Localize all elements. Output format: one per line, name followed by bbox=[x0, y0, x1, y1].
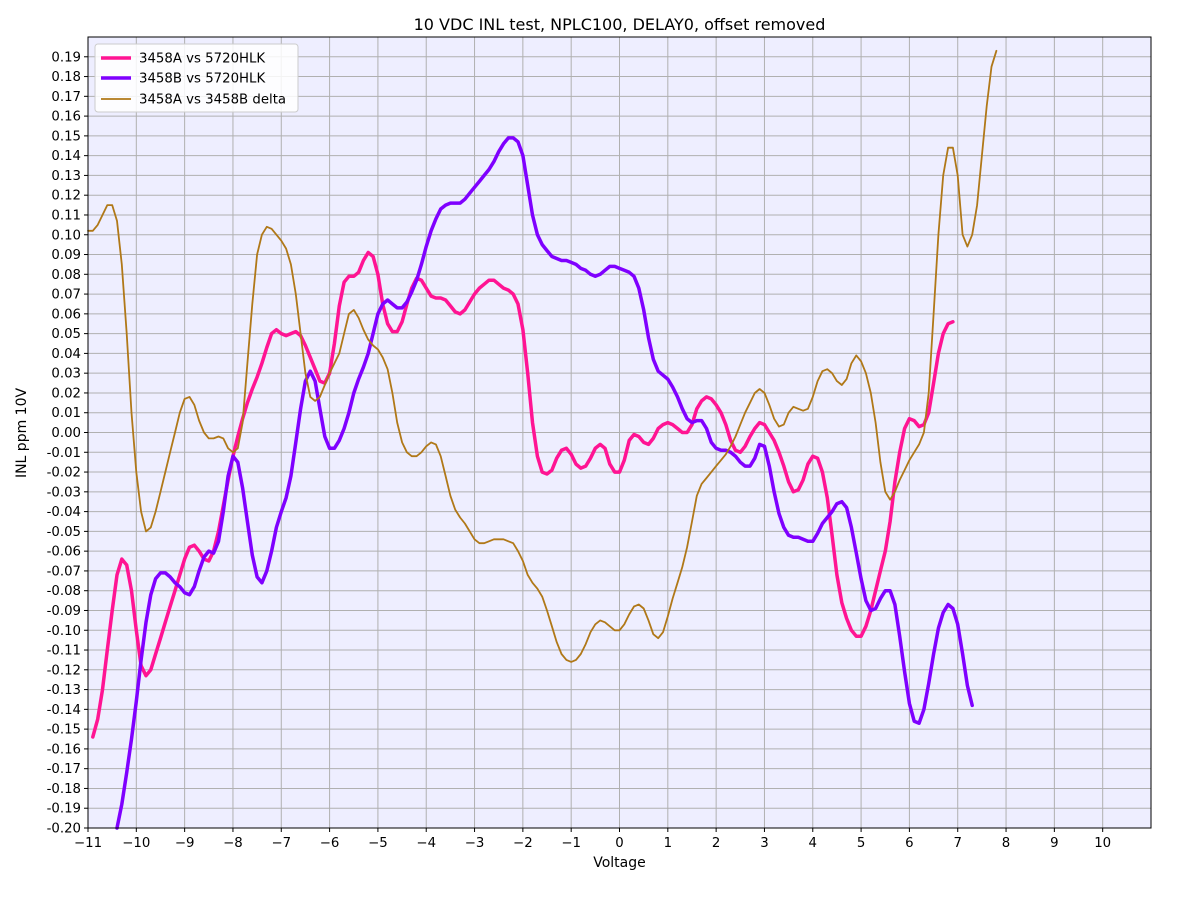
series-line-3458b-vs-5720hlk bbox=[115, 136, 974, 830]
x-tick-label: −3 bbox=[465, 836, 485, 851]
y-tick-label: 0.14 bbox=[51, 149, 81, 164]
y-tick-label: -0.16 bbox=[47, 742, 81, 757]
y-tick-label: 0.05 bbox=[51, 327, 81, 342]
x-tick-label: −9 bbox=[175, 836, 195, 851]
x-tick-label: 1 bbox=[664, 836, 672, 851]
y-tick-label: 0.10 bbox=[51, 228, 81, 243]
y-tick-label: 0.17 bbox=[51, 90, 81, 105]
y-tick-label: -0.06 bbox=[47, 545, 81, 560]
x-tick-label: −4 bbox=[416, 836, 436, 851]
x-axis-ticks: −11 −10 −9 −8 −7 −6 −5 −4 −3 −2 −1 0 1 2 3 4 5 6 7 8 9 10 bbox=[74, 828, 1111, 851]
y-tick-label: -0.03 bbox=[47, 485, 81, 500]
legend-box bbox=[94, 43, 299, 113]
y-axis-label: INL ppm 10V bbox=[14, 388, 30, 479]
y-tick-label: -0.08 bbox=[47, 584, 81, 599]
x-tick-label: 2 bbox=[712, 836, 720, 851]
legend: 3458A vs 5720HLK 3458B vs 5720HLK 3458A … bbox=[94, 43, 299, 113]
y-tick-label: 0.03 bbox=[51, 367, 81, 382]
x-tick-label: 0 bbox=[615, 836, 623, 851]
x-tick-label: 6 bbox=[905, 836, 913, 851]
y-tick-label: 0.12 bbox=[51, 189, 81, 204]
x-tick-label: 8 bbox=[1002, 836, 1010, 851]
y-tick-label: -0.18 bbox=[47, 782, 81, 797]
y-tick-label: -0.11 bbox=[47, 644, 81, 659]
y-tick-label: 0.13 bbox=[51, 169, 81, 184]
y-tick-label: -0.07 bbox=[47, 564, 81, 579]
y-tick-label: 0.07 bbox=[51, 288, 81, 303]
x-tick-label: 5 bbox=[857, 836, 865, 851]
y-tick-label: -0.12 bbox=[47, 663, 81, 678]
y-tick-label: -0.01 bbox=[47, 446, 81, 461]
y-tick-label: -0.02 bbox=[47, 466, 81, 481]
y-tick-label: -0.14 bbox=[47, 703, 81, 718]
legend-label-3458b: 3458B vs 5720HLK bbox=[139, 72, 265, 87]
y-tick-label: 0.16 bbox=[51, 110, 81, 125]
x-tick-label: −6 bbox=[320, 836, 340, 851]
x-tick-label: 4 bbox=[809, 836, 817, 851]
x-tick-label: −7 bbox=[271, 836, 291, 851]
x-tick-label: 10 bbox=[1094, 836, 1111, 851]
y-tick-label: 0.15 bbox=[51, 129, 81, 144]
x-tick-label: −1 bbox=[561, 836, 581, 851]
legend-label-3458a: 3458A vs 5720HLK bbox=[139, 52, 265, 67]
x-axis-label: Voltage bbox=[593, 855, 646, 871]
y-tick-label: 0.00 bbox=[51, 426, 81, 441]
y-tick-label: -0.17 bbox=[47, 762, 81, 777]
y-tick-label: 0.11 bbox=[51, 208, 81, 223]
x-tick-label: 7 bbox=[953, 836, 961, 851]
x-tick-label: 9 bbox=[1050, 836, 1058, 851]
y-tick-label: 0.02 bbox=[51, 386, 81, 401]
y-tick-label: -0.09 bbox=[47, 604, 81, 619]
chart-title: 10 VDC INL test, NPLC100, DELAY0, offset… bbox=[414, 15, 826, 34]
y-axis-ticks: -0.20 -0.19 -0.18 -0.17 -0.16 -0.15 -0.14 -0.13… bbox=[47, 50, 88, 837]
x-tick-label: −10 bbox=[122, 836, 150, 851]
y-tick-label: 0.19 bbox=[51, 50, 81, 65]
y-tick-label: -0.10 bbox=[47, 624, 81, 639]
y-tick-label: 0.04 bbox=[51, 347, 81, 362]
y-tick-label: -0.15 bbox=[47, 723, 81, 738]
y-tick-label: -0.20 bbox=[47, 822, 81, 837]
series-line-3458a-vs-3458b-delta bbox=[87, 49, 998, 663]
series-line-3458a-vs-5720hlk bbox=[91, 250, 955, 739]
series-lines bbox=[87, 49, 998, 830]
y-tick-label: 0.18 bbox=[51, 70, 81, 85]
y-tick-label: -0.04 bbox=[47, 505, 81, 520]
y-tick-label: 0.06 bbox=[51, 307, 81, 322]
legend-label-delta: 3458A vs 3458B delta bbox=[139, 93, 286, 108]
x-tick-label: 3 bbox=[760, 836, 768, 851]
y-tick-label: -0.13 bbox=[47, 683, 81, 698]
y-tick-label: 0.09 bbox=[51, 248, 81, 263]
x-tick-label: −8 bbox=[223, 836, 243, 851]
y-tick-label: -0.19 bbox=[47, 802, 81, 817]
y-tick-label: 0.08 bbox=[51, 268, 81, 283]
x-tick-label: −11 bbox=[74, 836, 102, 851]
x-tick-label: −5 bbox=[368, 836, 388, 851]
y-tick-label: 0.01 bbox=[51, 406, 81, 421]
y-tick-label: -0.05 bbox=[47, 525, 81, 540]
x-tick-label: −2 bbox=[513, 836, 533, 851]
grid bbox=[87, 37, 1151, 829]
